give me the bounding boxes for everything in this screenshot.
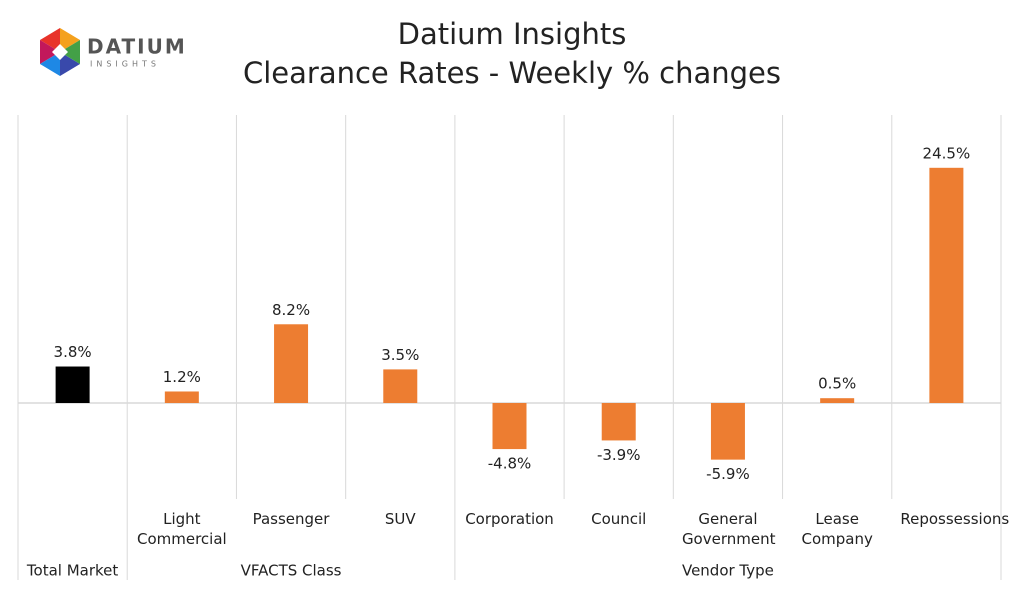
bar <box>601 403 636 441</box>
bar <box>164 391 199 403</box>
bar <box>710 403 745 460</box>
value-label: 3.5% <box>381 346 419 364</box>
logo-name: DATIUM <box>87 35 187 59</box>
chart-subtitle: Clearance Rates - Weekly % changes <box>243 56 781 90</box>
value-label: 0.5% <box>818 375 856 393</box>
x-tick-label: Repossessions <box>900 510 1010 528</box>
x-tick-label: SUV <box>384 510 416 528</box>
group-label: VFACTS Class <box>241 562 342 580</box>
bar <box>492 403 527 450</box>
bar <box>383 369 418 403</box>
x-tick-label: Light Commercial <box>136 510 227 548</box>
chart-title: Datium Insights <box>398 17 627 51</box>
value-label: 24.5% <box>923 144 971 162</box>
group-label: Vendor Type <box>682 562 774 580</box>
value-label: -5.9% <box>706 465 750 483</box>
logo: DATIUM INSIGHTS <box>40 28 187 76</box>
x-tick-label: Passenger <box>252 510 330 528</box>
x-tick-label: Council <box>591 510 647 528</box>
bar <box>929 167 964 403</box>
x-tick-label: Lease Company <box>801 510 873 548</box>
bar <box>820 398 855 403</box>
logo-tagline: INSIGHTS <box>90 60 160 69</box>
value-label: -3.9% <box>597 446 641 464</box>
value-label: 8.2% <box>272 301 310 319</box>
value-label: 3.8% <box>54 343 92 361</box>
value-label: -4.8% <box>488 455 532 473</box>
value-label: 1.2% <box>163 368 201 386</box>
bar <box>55 366 90 403</box>
group-label: Total Market <box>26 562 118 580</box>
x-tick-label: Corporation <box>465 510 554 528</box>
x-tick-label: General Government <box>681 510 776 548</box>
bar <box>274 324 309 403</box>
